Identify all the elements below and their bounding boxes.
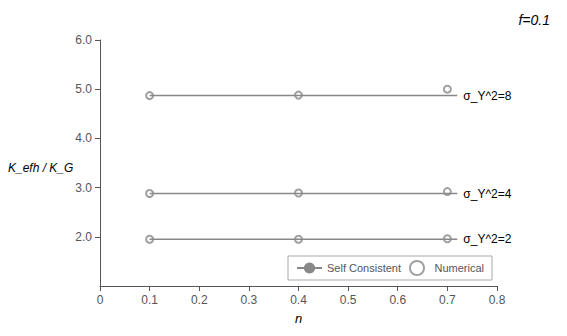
svg-text:0.2: 0.2	[191, 293, 208, 307]
svg-text:Numerical: Numerical	[434, 262, 484, 274]
svg-text:4.0: 4.0	[75, 131, 92, 145]
svg-text:0.1: 0.1	[141, 293, 158, 307]
svg-text:0: 0	[97, 293, 104, 307]
svg-text:0.3: 0.3	[241, 293, 258, 307]
svg-text:0.8: 0.8	[489, 293, 506, 307]
svg-text:3.0: 3.0	[75, 181, 92, 195]
svg-text:6.0: 6.0	[75, 33, 92, 47]
svg-text:Self Consistent: Self Consistent	[327, 262, 401, 274]
svg-text:0.6: 0.6	[389, 293, 406, 307]
svg-text:n: n	[295, 311, 302, 326]
svg-text:σ_Y^2=8: σ_Y^2=8	[463, 89, 511, 103]
svg-text:0.5: 0.5	[340, 293, 357, 307]
svg-text:K_efh / K_G: K_efh / K_G	[8, 161, 73, 175]
svg-text:2.0: 2.0	[75, 230, 92, 244]
svg-text:σ_Y^2=4: σ_Y^2=4	[463, 187, 511, 201]
svg-text:0.7: 0.7	[439, 293, 456, 307]
svg-text:f=0.1: f=0.1	[518, 12, 550, 28]
svg-text:5.0: 5.0	[75, 82, 92, 96]
svg-text:0.4: 0.4	[290, 293, 307, 307]
svg-text:σ_Y^2=2: σ_Y^2=2	[463, 232, 511, 246]
